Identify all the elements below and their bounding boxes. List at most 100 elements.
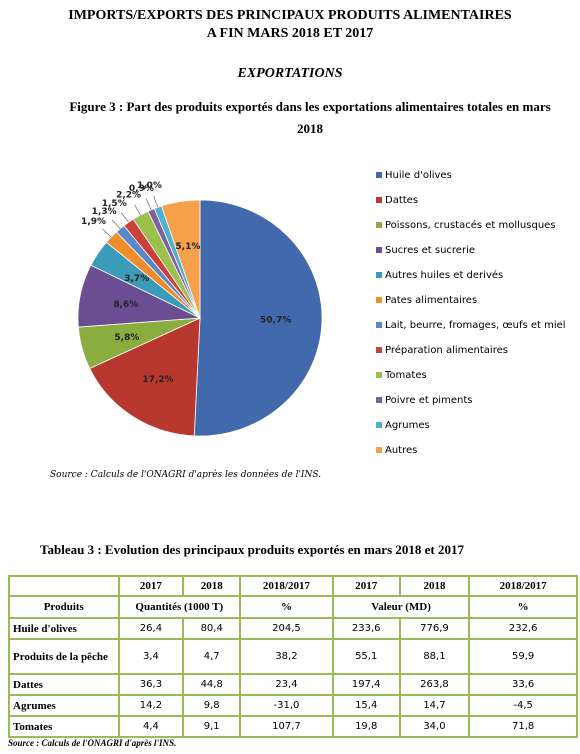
slice-label: 2,2% bbox=[116, 190, 141, 200]
cell: 71,8 bbox=[468, 715, 578, 738]
legend-label: Lait, beurre, fromages, œufs et miel bbox=[385, 320, 566, 331]
cell: 44,8 bbox=[182, 673, 242, 696]
legend-item: Poivre et piments bbox=[376, 395, 566, 406]
leader-line bbox=[145, 198, 152, 210]
cell: % bbox=[239, 595, 334, 619]
cell: 4,4 bbox=[117, 715, 185, 738]
cell: 14,7 bbox=[398, 694, 471, 717]
cell: 33,6 bbox=[468, 673, 578, 696]
cell: % bbox=[468, 595, 578, 619]
cell: -4,5 bbox=[468, 694, 578, 717]
legend-swatch bbox=[376, 197, 382, 203]
cell: 80,4 bbox=[182, 617, 242, 640]
cell: Huile d'olives bbox=[8, 617, 120, 640]
cell: 15,4 bbox=[331, 694, 401, 717]
legend-swatch bbox=[376, 172, 382, 178]
pie-slice bbox=[161, 199, 201, 319]
cell: 9,1 bbox=[182, 715, 242, 738]
legend-label: Dattes bbox=[385, 195, 419, 206]
section-title: EXPORTATIONS bbox=[237, 66, 343, 81]
cell: -31,0 bbox=[239, 694, 334, 717]
legend-label: Préparation alimentaires bbox=[385, 345, 508, 356]
legend-label: Pates alimentaires bbox=[385, 295, 478, 306]
legend-item: Autres huiles et derivés bbox=[376, 270, 566, 281]
leader-line bbox=[111, 219, 121, 230]
cell: 55,1 bbox=[331, 638, 401, 675]
table-source: Source : Calculs de l'ONAGRI d'après l'I… bbox=[8, 738, 177, 748]
cell: 3,4 bbox=[117, 638, 185, 675]
pie-slice bbox=[193, 199, 323, 437]
cell: 19,8 bbox=[331, 715, 401, 738]
cell: 34,0 bbox=[398, 715, 471, 738]
slice-label: 8,6% bbox=[113, 300, 138, 310]
cell: Valeur (MD) bbox=[331, 595, 471, 619]
legend-item: Autres bbox=[376, 445, 566, 456]
leader-line bbox=[121, 212, 129, 223]
cell: Quantités (1000 T) bbox=[117, 595, 242, 619]
legend-label: Huile d'olives bbox=[385, 170, 452, 181]
cell: Produits de la pêche bbox=[8, 638, 120, 675]
cell: 88,1 bbox=[398, 638, 471, 675]
cell: 2017 bbox=[117, 575, 185, 597]
cell: 233,6 bbox=[331, 617, 401, 640]
cell: 197,4 bbox=[331, 673, 401, 696]
slice-label: 5,1% bbox=[175, 242, 200, 252]
cell: Agrumes bbox=[8, 694, 120, 717]
table-row: Produits de la pêche 3,4 4,7 38,2 55,1 88,1 59… bbox=[8, 638, 578, 675]
chart-title: Figure 3 : Part des produits exportés da… bbox=[69, 99, 551, 136]
slice-label: 3,7% bbox=[124, 274, 149, 284]
cell: 2018/2017 bbox=[239, 575, 334, 597]
legend-item: Préparation alimentaires bbox=[376, 345, 566, 356]
legend-item: Lait, beurre, fromages, œufs et miel bbox=[376, 320, 566, 331]
cell: 2018 bbox=[182, 575, 242, 597]
legend-label: Sucres et sucrerie bbox=[385, 245, 475, 256]
data-table: 2017 2018 2018/2017 2017 2018 2018/2017 Produ… bbox=[8, 575, 578, 738]
slice-label: 50,7% bbox=[260, 316, 291, 326]
cell: 204,5 bbox=[239, 617, 334, 640]
legend: Huile d'olives Dattes Poissons, crustacés … bbox=[376, 170, 566, 470]
leader-line bbox=[153, 196, 159, 208]
cell: 232,6 bbox=[468, 617, 578, 640]
legend-label: Autres bbox=[385, 445, 418, 456]
header-row: 2017 2018 2018/2017 2017 2018 2018/2017 bbox=[8, 575, 578, 597]
cell: 2017 bbox=[331, 575, 401, 597]
legend-item: Pates alimentaires bbox=[376, 295, 566, 306]
cell: 776,9 bbox=[398, 617, 471, 640]
table-row: Tomates 4,4 9,1 107,7 19,8 34,0 71,8 bbox=[8, 715, 578, 738]
legend-item: Huile d'olives bbox=[376, 170, 566, 181]
cell: 38,2 bbox=[239, 638, 334, 675]
table-row: Huile d'olives 26,4 80,4 204,5 233,6 776,9 232… bbox=[8, 617, 578, 640]
table-row: Dattes 36,3 44,8 23,4 197,4 263,8 33,6 bbox=[8, 673, 578, 696]
legend-swatch bbox=[376, 397, 382, 403]
legend-item: Tomates bbox=[376, 370, 566, 381]
legend-swatch bbox=[376, 422, 382, 428]
legend-label: Poivre et piments bbox=[385, 395, 473, 406]
cell bbox=[8, 575, 120, 597]
legend-label: Poissons, crustacés et mollusques bbox=[385, 220, 556, 231]
pie-slice bbox=[89, 317, 201, 437]
legend-swatch bbox=[376, 347, 382, 353]
legend-swatch bbox=[376, 322, 382, 328]
legend-swatch bbox=[376, 247, 382, 253]
table-title: Tableau 3 : Evolution des principaux pro… bbox=[40, 542, 464, 557]
title: IMPORTS/EXPORTS DES PRINCIPAUX PRODUITS … bbox=[68, 8, 512, 23]
legend-swatch bbox=[376, 222, 382, 228]
legend-label: Autres huiles et derivés bbox=[385, 270, 504, 281]
table-row: Agrumes 14,2 9,8 -31,0 15,4 14,7 -4,5 bbox=[8, 694, 578, 717]
cell: 14,2 bbox=[117, 694, 185, 717]
cell: Dattes bbox=[8, 673, 120, 696]
legend-swatch bbox=[376, 372, 382, 378]
legend-item: Agrumes bbox=[376, 420, 566, 431]
legend-item: Sucres et sucrerie bbox=[376, 245, 566, 256]
legend-swatch bbox=[376, 447, 382, 453]
cell: Produits bbox=[8, 595, 120, 619]
cell: 36,3 bbox=[117, 673, 185, 696]
cell: 9,8 bbox=[182, 694, 242, 717]
legend-label: Agrumes bbox=[385, 420, 430, 431]
legend-swatch bbox=[376, 297, 382, 303]
chart-source: Source : Calculs de l'ONAGRI d'après les… bbox=[50, 470, 322, 480]
leader-line bbox=[102, 228, 112, 238]
cell: 23,4 bbox=[239, 673, 334, 696]
header-row: Produits Quantités (1000 T)% Valeur (MD)% bbox=[8, 595, 578, 619]
